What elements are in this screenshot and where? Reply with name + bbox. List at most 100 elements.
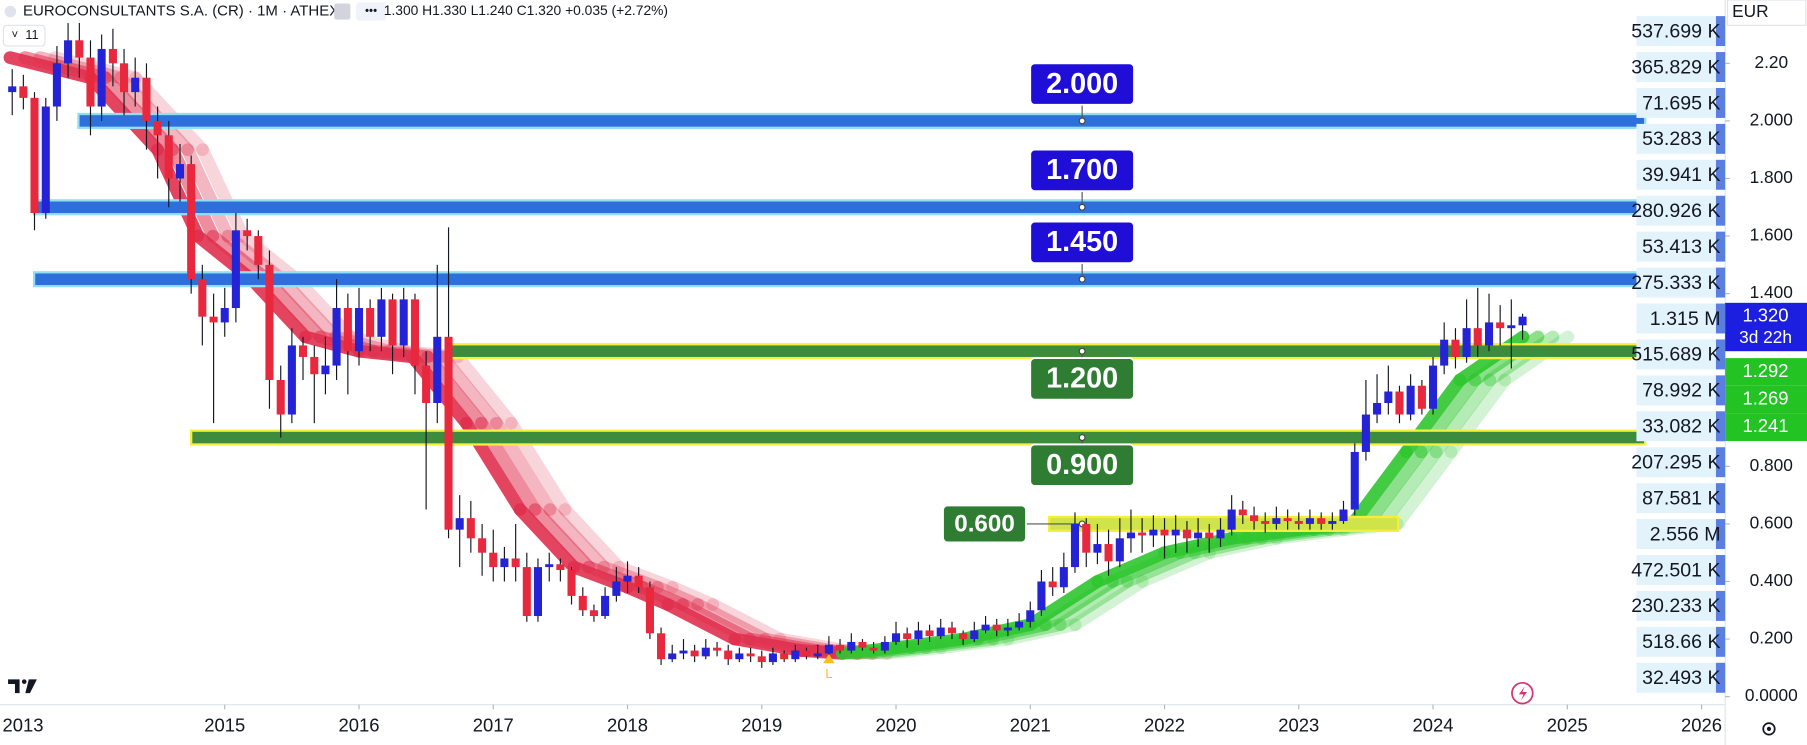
volume-row-bg: [1636, 555, 1726, 585]
y-tick-label: 2.20: [1754, 52, 1788, 72]
ribbon-segment: [543, 503, 611, 574]
volume-row-bg: [1636, 303, 1726, 334]
candle-body: [1160, 529, 1169, 536]
indicator-count: 11: [25, 28, 38, 42]
volume-row-bg: [1636, 16, 1726, 47]
y-tick-label: 1.400: [1750, 282, 1793, 302]
indicator-toggle[interactable]: [2, 24, 46, 47]
volume-label: 2.556 M: [1650, 523, 1721, 545]
candle-body: [108, 48, 117, 64]
candle-body: [1373, 403, 1382, 415]
price-tag-countdown: 3d 22h: [1739, 327, 1792, 347]
candle-body: [422, 365, 431, 404]
candle-body: [1216, 529, 1225, 539]
volume-label: 1.315 M: [1650, 308, 1721, 330]
candle-body: [41, 106, 50, 214]
candle-body: [97, 48, 106, 107]
y-tick-label: 1.800: [1750, 167, 1793, 187]
candle-body: [1317, 518, 1326, 524]
candle-body: [612, 581, 621, 596]
more-button[interactable]: [356, 2, 387, 21]
level-label-box: [1029, 443, 1135, 487]
price-tag: [1725, 302, 1807, 352]
candle-body: [131, 77, 140, 93]
candle-body: [713, 647, 722, 651]
volume-label: 230.233 K: [1631, 595, 1720, 617]
candle-body: [399, 299, 408, 346]
x-tick-label: 2015: [204, 714, 245, 735]
candle-body: [735, 653, 744, 660]
candle-body: [522, 567, 531, 617]
volume-row-strip: [1715, 626, 1726, 657]
candle-body: [332, 308, 341, 366]
candle-body: [142, 77, 151, 121]
candle-body: [1384, 391, 1393, 404]
volume-row-bg: [1636, 52, 1726, 82]
candle-body: [1484, 322, 1494, 346]
y-tick-label: 0.400: [1750, 570, 1793, 590]
candle-body: [1451, 339, 1460, 357]
volume-label: 207.295 K: [1631, 452, 1720, 474]
volume-row-bg: [1636, 590, 1726, 621]
ribbon-segment: [275, 272, 342, 344]
candle-body: [836, 644, 845, 651]
lightning-icon[interactable]: [1511, 681, 1534, 705]
ribbon-segment: [528, 503, 596, 574]
volume-label: 78.992 K: [1642, 380, 1720, 402]
candle-body: [679, 650, 688, 654]
level-label-box: [1029, 357, 1135, 401]
volume-label: 275.333 K: [1631, 272, 1720, 294]
candle-body: [64, 40, 73, 64]
candle-body: [1015, 621, 1024, 628]
volume-row-strip: [1715, 159, 1726, 190]
volume-row-bg: [1636, 411, 1726, 442]
volume-row-bg: [1636, 123, 1726, 154]
x-tick-label: 2025: [1547, 714, 1588, 735]
candle-body: [1361, 414, 1370, 452]
candle-body: [1429, 365, 1438, 409]
x-tick-label: 2018: [607, 714, 648, 735]
ribbon-segment: [1361, 445, 1428, 531]
flag-icon: [334, 3, 351, 20]
candle-body: [120, 63, 129, 93]
currency: EUR: [1732, 1, 1768, 21]
volume-label: 280.926 K: [1631, 200, 1720, 222]
ohlc-values: 1.300 H1.330 L1.240 C1.320 +0.035 (+2.72…: [384, 2, 668, 18]
candle-body: [780, 653, 789, 660]
ribbon-segment: [3, 51, 97, 85]
candle-body: [1238, 509, 1247, 516]
level-anchor: [1078, 275, 1086, 283]
volume-row-bg: [1636, 231, 1726, 262]
candle-body: [981, 624, 990, 631]
ribbon-segment: [706, 598, 787, 646]
candle-body: [243, 230, 252, 237]
ribbon-segment: [260, 272, 327, 344]
x-tick-label: 2020: [876, 714, 917, 735]
level-zone: [32, 271, 1647, 288]
candle-body: [690, 650, 699, 657]
candle-body: [354, 308, 364, 352]
candle-body: [645, 587, 654, 634]
candle-body: [556, 564, 565, 570]
ribbon-segment: [1376, 445, 1443, 531]
level-zone: [190, 429, 1647, 446]
ribbon-segment: [558, 503, 626, 574]
candle-body: [533, 567, 542, 617]
candle-body: [880, 641, 889, 651]
ribbon-segment: [1053, 575, 1134, 632]
candle-body: [891, 633, 901, 642]
candle-body: [1171, 529, 1180, 536]
volume-label: 515.689 K: [1631, 344, 1720, 366]
volume-row-strip: [1715, 519, 1726, 550]
candle-body: [343, 308, 352, 352]
candle-body: [1518, 316, 1527, 326]
level-label-box: [1029, 220, 1135, 264]
currency-box[interactable]: [1726, 0, 1807, 26]
volume-row-strip: [1715, 447, 1726, 478]
level-label: 1.450: [1046, 226, 1118, 258]
candle-body: [500, 558, 509, 568]
y-tick-label: 2.000: [1750, 109, 1793, 129]
settings-icon[interactable]: [1762, 722, 1776, 736]
volume-row-strip: [1715, 375, 1726, 406]
candle-body: [220, 308, 229, 323]
